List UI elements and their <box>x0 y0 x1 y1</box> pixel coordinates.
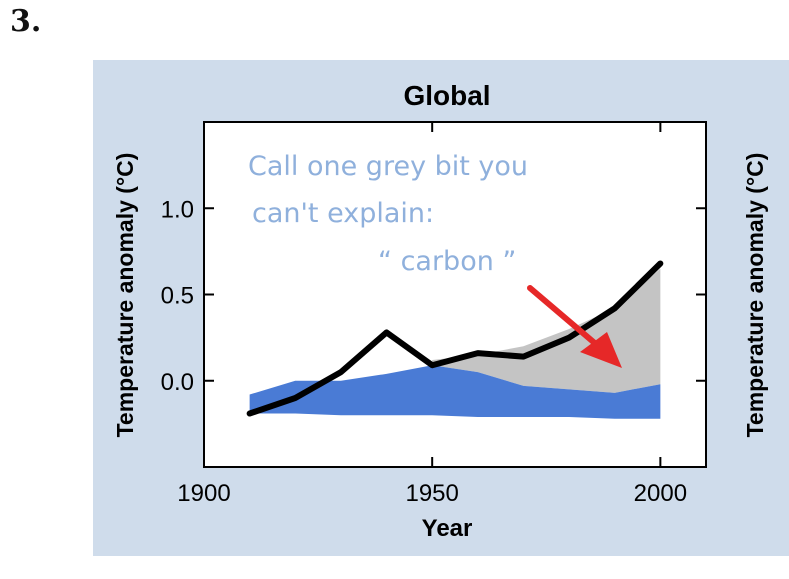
annotation-line-2: can't explain: <box>252 198 434 229</box>
x-tick-label: 1900 <box>177 480 230 507</box>
y-tick-label: 0.5 <box>161 283 194 310</box>
y-tick-label: 1.0 <box>161 196 194 223</box>
x-tick-label: 1950 <box>405 480 458 507</box>
annotation-line-1: Call one grey bit you <box>248 151 528 182</box>
annotation-line-3: “ carbon ” <box>378 246 516 277</box>
x-tick-label: 2000 <box>634 480 687 507</box>
axis-ticks: 1900 1950 2000 0.0 0.5 1.0 <box>161 122 706 507</box>
right-y-axis-label: Temperature anomaly (°C) <box>742 153 768 438</box>
annotation: Call one grey bit you can't explain: “ c… <box>248 151 622 368</box>
x-axis-label: Year <box>422 515 473 542</box>
annotation-arrow-head <box>580 332 622 368</box>
natural-band-area <box>249 365 661 419</box>
observed-temperature-line <box>246 260 664 417</box>
model-band-area <box>432 268 661 393</box>
slide-number-label: 3. <box>10 4 42 39</box>
chart-title: Global <box>403 80 490 111</box>
y-tick-label: 0.0 <box>161 369 194 396</box>
annotation-arrow-shaft <box>527 285 600 348</box>
chart-marks <box>246 260 664 419</box>
y-axis-label: Temperature anomaly (°C) <box>112 153 138 438</box>
